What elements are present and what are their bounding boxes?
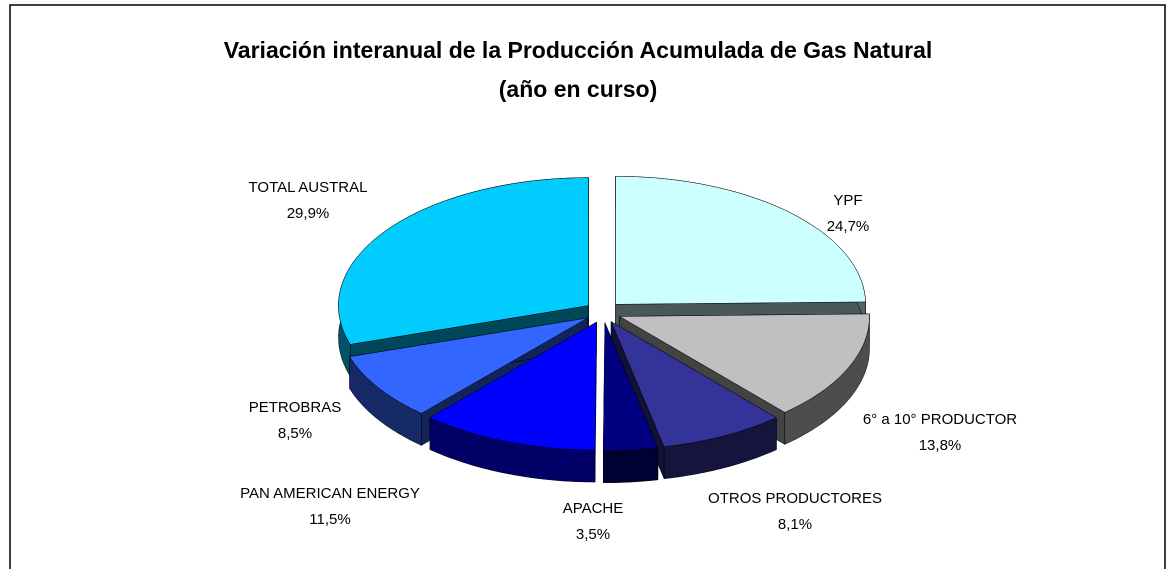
slice [610, 321, 777, 447]
data-label-name: TOTAL AUSTRAL [249, 179, 368, 196]
data-label-value: 11,5% [309, 511, 350, 528]
slice [349, 317, 589, 414]
slice-side [603, 447, 659, 483]
data-label-name: APACHE [563, 500, 624, 517]
data-label-value: 24,7% [827, 218, 870, 235]
data-label-name: PAN AMERICAN ENERGY [240, 485, 420, 502]
data-label-value: 3,5% [576, 526, 610, 543]
data-label-value: 8,1% [778, 516, 812, 533]
slice [618, 313, 870, 413]
slice [615, 176, 866, 305]
data-label-name: YPF [833, 192, 862, 209]
data-label-value: 13,8% [919, 437, 962, 454]
slice [603, 322, 659, 451]
data-label-value: 29,9% [287, 205, 330, 222]
data-label-name: 6° a 10° PRODUCTOR [863, 411, 1017, 428]
data-label-value: 8,5% [278, 425, 312, 442]
data-label-name: OTROS PRODUCTORES [708, 490, 882, 507]
data-label-name: PETROBRAS [249, 399, 342, 416]
chart-title: (año en curso) [499, 76, 657, 102]
slice [429, 321, 597, 451]
slice [338, 177, 589, 345]
chart-title: Variación interanual de la Producción Ac… [224, 37, 933, 63]
slice [429, 321, 597, 483]
slice [603, 322, 659, 483]
